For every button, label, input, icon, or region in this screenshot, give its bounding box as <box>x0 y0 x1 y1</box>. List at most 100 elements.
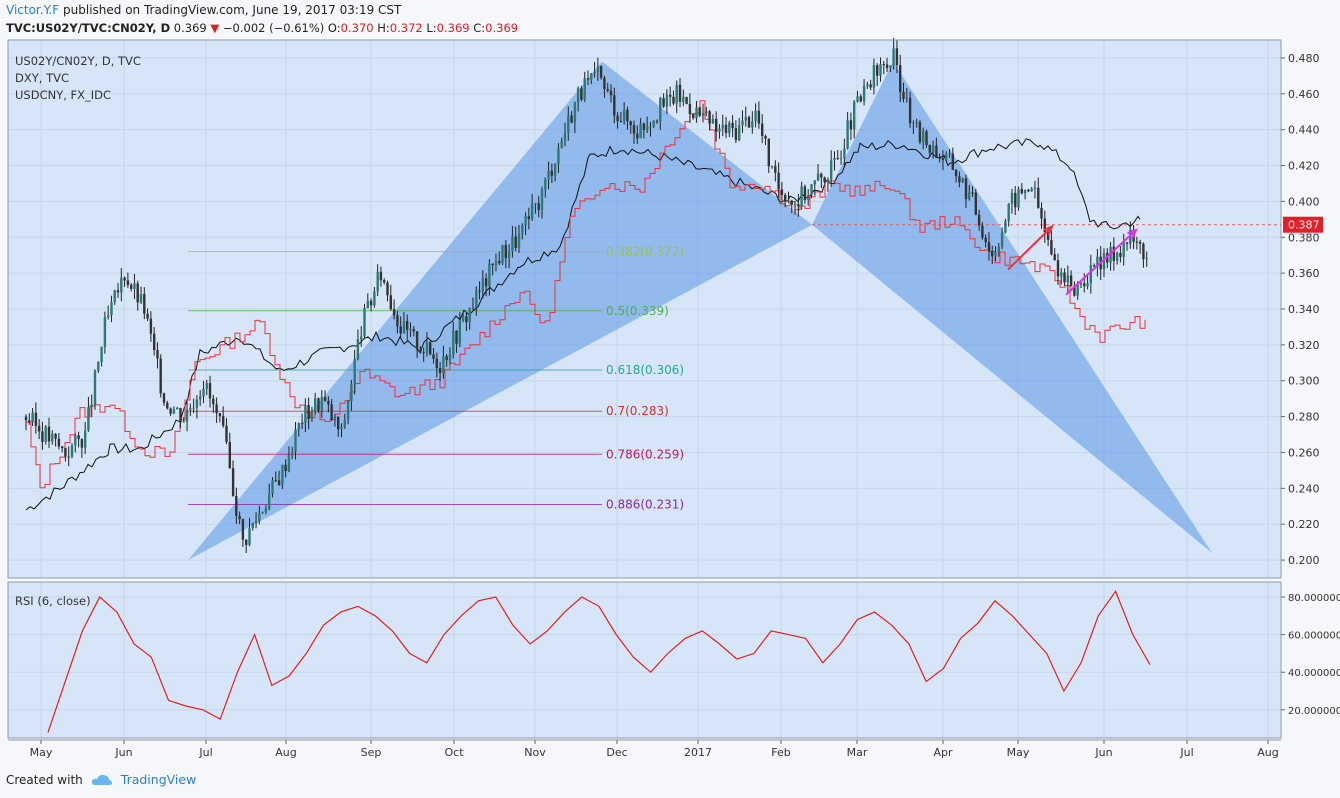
candle-body <box>705 111 708 113</box>
legend-main-series[interactable]: US02Y/CN02Y, D, TVC <box>15 54 141 68</box>
candle-body <box>356 339 360 360</box>
candle-body <box>1102 252 1106 270</box>
candle-body <box>202 388 205 397</box>
footer: Created with TradingView <box>6 772 196 787</box>
candle-body <box>172 409 176 414</box>
dxy-line <box>25 138 1141 511</box>
candle-body <box>350 384 353 402</box>
candle-body <box>133 283 136 289</box>
candle-body <box>1069 275 1073 286</box>
candle-body <box>494 260 498 266</box>
candle-body <box>330 404 333 420</box>
candle-body <box>810 184 813 196</box>
candle-body <box>997 247 1000 252</box>
candle-body <box>1010 192 1014 204</box>
candle-body <box>24 416 28 421</box>
candle-body <box>948 153 951 155</box>
candle-body <box>662 98 665 107</box>
candle-body <box>623 109 626 122</box>
candle-body <box>793 204 797 206</box>
author-link[interactable]: Victor.Y.F <box>6 3 60 17</box>
candle-body <box>764 135 767 139</box>
candle-body <box>1004 221 1007 233</box>
candle-body <box>146 313 149 319</box>
candle-body <box>787 200 790 202</box>
candle-body <box>807 195 810 201</box>
candle-body <box>465 316 468 323</box>
candle-body <box>258 513 261 522</box>
rsi-y-tick-label: 60.000000 <box>1288 631 1340 642</box>
candle-body <box>659 98 662 122</box>
legend-usdcny[interactable]: USDCNY, FX_IDC <box>15 88 112 102</box>
candle-body <box>166 402 169 409</box>
candle-body <box>527 216 530 219</box>
candle-body <box>461 316 465 321</box>
candle-body <box>938 157 941 159</box>
publish-info: Victor.Y.F published on TradingView.com,… <box>6 3 401 17</box>
candle-body <box>346 401 350 420</box>
candle-body <box>84 430 87 448</box>
candle-body <box>744 117 747 121</box>
candle-body <box>675 84 678 104</box>
candle-body <box>1056 260 1060 277</box>
x-tick-label: Oct <box>444 746 464 759</box>
candle-body <box>425 342 429 353</box>
candle-body <box>218 413 222 417</box>
rsi-pane-bg <box>8 582 1281 738</box>
candle-body <box>169 408 172 414</box>
candle-body <box>724 124 728 133</box>
candle-body <box>918 122 922 143</box>
candle-body <box>281 464 284 486</box>
candle-body <box>1050 239 1053 255</box>
candle-body <box>678 84 682 102</box>
candle-body <box>987 242 991 252</box>
trend-arrows <box>1007 224 1138 296</box>
candle-body <box>185 409 189 422</box>
candle-body <box>580 88 583 100</box>
candle-body <box>1112 246 1115 261</box>
x-tick-label: Aug <box>1257 746 1278 759</box>
candle-body <box>632 125 636 134</box>
candle-body <box>698 107 701 116</box>
candle-body <box>222 416 225 426</box>
candle-body <box>149 318 153 334</box>
candle-body <box>1076 283 1079 296</box>
candle-body <box>64 448 67 457</box>
candle-body <box>823 177 826 183</box>
candle-body <box>392 309 396 316</box>
candle-body <box>991 251 994 257</box>
candle-body <box>652 120 655 127</box>
candle-body <box>31 412 34 423</box>
rsi-pane <box>47 590 1151 733</box>
legend-dxy[interactable]: DXY, TVC <box>15 71 69 85</box>
candle-body <box>761 123 764 136</box>
candle-body <box>57 438 61 447</box>
candle-body <box>235 496 238 516</box>
y-tick-label: 0.440 <box>1288 124 1320 137</box>
x-tick-label: Dec <box>606 746 627 759</box>
rsi-legend[interactable]: RSI (6, close) <box>15 594 91 608</box>
candle-body <box>110 302 113 316</box>
candle-body <box>1027 189 1030 192</box>
y-tick-label: 0.380 <box>1288 231 1320 244</box>
candle-body <box>192 407 195 409</box>
y-tick-label: 0.420 <box>1288 160 1320 173</box>
candle-body <box>715 118 718 132</box>
candle-body <box>162 393 166 403</box>
high-value: 0.372 <box>389 21 423 35</box>
candle-body <box>1135 241 1139 243</box>
candle-body <box>544 179 547 190</box>
brand-link[interactable]: TradingView <box>120 772 197 787</box>
candle-body <box>126 280 130 285</box>
candle-body <box>846 120 849 149</box>
candle-body <box>44 426 47 442</box>
down-triangle-icon: ▼ <box>210 21 220 35</box>
candle-body <box>51 434 54 442</box>
candle-body <box>386 282 389 296</box>
candle-body <box>609 90 613 96</box>
candle-body <box>629 121 632 126</box>
candle-body <box>241 519 245 540</box>
candle-body <box>333 416 337 420</box>
candle-body <box>649 126 652 128</box>
candle-body <box>734 128 738 141</box>
